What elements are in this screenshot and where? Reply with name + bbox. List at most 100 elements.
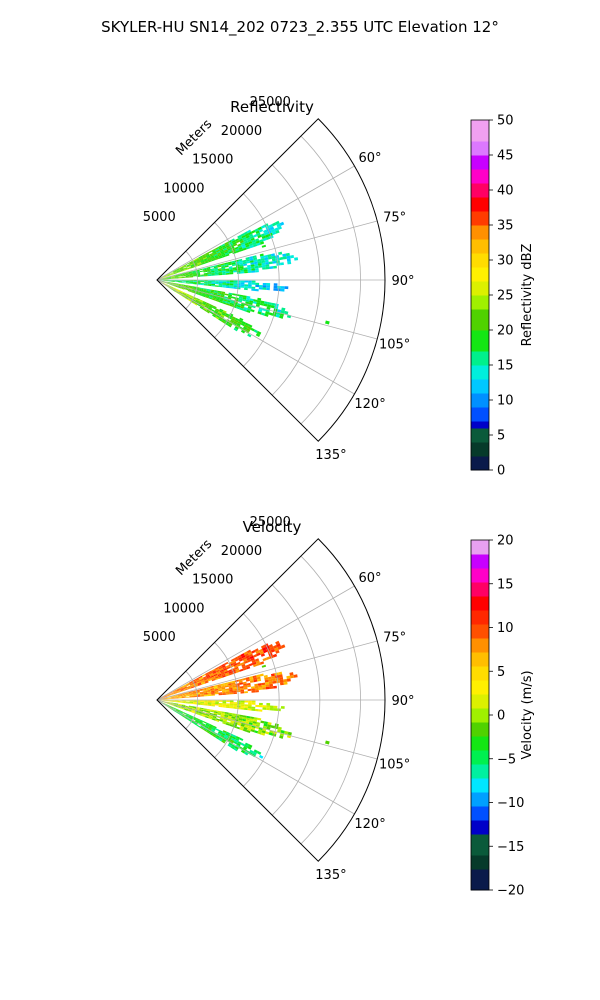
echo-cell <box>228 687 233 690</box>
echo-cell <box>186 684 190 687</box>
echo-cell <box>269 705 274 709</box>
echo-cell <box>222 311 227 315</box>
echo-cell <box>254 263 259 267</box>
echo-cell <box>229 664 234 668</box>
echo-cell <box>223 249 228 253</box>
echo-cell <box>240 267 244 271</box>
echo-cell <box>175 711 179 714</box>
echo-cell <box>187 289 192 292</box>
echo-cell <box>175 710 180 713</box>
echo-cell <box>233 706 237 709</box>
echo-cell <box>189 696 194 698</box>
echo-cell <box>204 672 209 676</box>
echo-cell <box>217 290 222 293</box>
echo-cell <box>265 731 270 735</box>
echo-cell <box>253 259 258 263</box>
echo-cell <box>254 238 260 242</box>
echo-cell <box>203 677 207 680</box>
echo-cell <box>213 711 218 714</box>
echo-cell <box>223 669 228 673</box>
echo-cell <box>206 676 211 680</box>
echo-cell <box>174 276 179 278</box>
echo-cell <box>204 701 208 703</box>
echo-cell <box>196 259 200 262</box>
echo-cell <box>189 681 193 685</box>
echo-cell <box>266 287 270 291</box>
echo-cell <box>214 247 219 251</box>
echo-cell <box>215 282 219 285</box>
echo-cell <box>239 248 244 252</box>
echo-cell <box>185 285 190 287</box>
echo-cell <box>172 689 177 692</box>
echo-cell <box>163 696 167 698</box>
colorbar-segment <box>471 148 489 156</box>
echo-cell <box>180 268 184 271</box>
echo-cell <box>179 710 184 713</box>
echo-cell <box>166 274 171 277</box>
echo-cell <box>176 269 181 272</box>
echo-cell <box>207 270 211 272</box>
echo-cell <box>167 277 172 279</box>
echo-cell <box>222 273 227 275</box>
echo-cell <box>286 675 291 679</box>
echo-cell <box>169 692 174 695</box>
echo-cell <box>187 709 192 712</box>
echo-cell <box>171 697 175 699</box>
echo-cell <box>240 269 245 272</box>
echo-cell <box>167 702 171 704</box>
echo-cell <box>174 283 179 285</box>
echo-cell <box>233 321 238 325</box>
echo-cell <box>214 691 219 694</box>
echo-cell <box>234 656 239 660</box>
echo-cell <box>279 676 284 681</box>
colorbar-segment <box>471 708 489 716</box>
echo-cell <box>166 284 170 287</box>
echo-cell <box>218 689 222 692</box>
echo-cell <box>221 687 226 690</box>
echo-cell <box>261 262 266 266</box>
echo-cell <box>247 746 252 750</box>
echo-cell <box>258 265 263 268</box>
colorbar-tick-label: 5 <box>497 429 505 444</box>
echo-cell <box>258 648 264 653</box>
echo-cell <box>232 734 237 738</box>
echo-cell <box>208 306 213 310</box>
echo-cell <box>222 700 227 702</box>
echo-cell <box>182 265 187 268</box>
echo-cell <box>266 306 271 310</box>
echo-cell <box>174 275 179 277</box>
echo-cell <box>205 253 210 257</box>
echo-cell <box>273 285 278 289</box>
echo-cell <box>219 718 224 721</box>
echo-cell <box>236 271 241 274</box>
echo-cell <box>325 320 330 325</box>
colorbar-segment <box>471 176 489 184</box>
colorbar-segment <box>471 162 489 170</box>
echo-cell <box>256 652 261 657</box>
echo-cell <box>243 707 248 711</box>
echo-cell <box>221 686 226 689</box>
echo-cell <box>212 251 217 255</box>
echo-cell <box>272 260 277 264</box>
colorbar-segment <box>471 414 489 422</box>
echo-cell <box>169 285 174 288</box>
echo-cell <box>255 660 260 664</box>
echo-cell <box>215 308 220 312</box>
echo-cell <box>263 723 268 727</box>
echo-cell <box>262 237 267 242</box>
echo-cell <box>202 728 207 732</box>
echo-cell <box>207 693 212 696</box>
echo-cell <box>230 721 235 724</box>
echo-cell <box>206 291 211 294</box>
colorbar-segment <box>471 750 489 758</box>
echo-cell <box>202 290 207 292</box>
echo-cell <box>259 239 264 243</box>
echo-cell <box>177 286 181 289</box>
echo-cell <box>204 725 209 729</box>
echo-cell <box>237 663 242 667</box>
echo-cell <box>167 280 172 282</box>
echo-cell <box>256 751 262 755</box>
echo-cell <box>182 701 186 703</box>
echo-cell <box>212 670 216 673</box>
